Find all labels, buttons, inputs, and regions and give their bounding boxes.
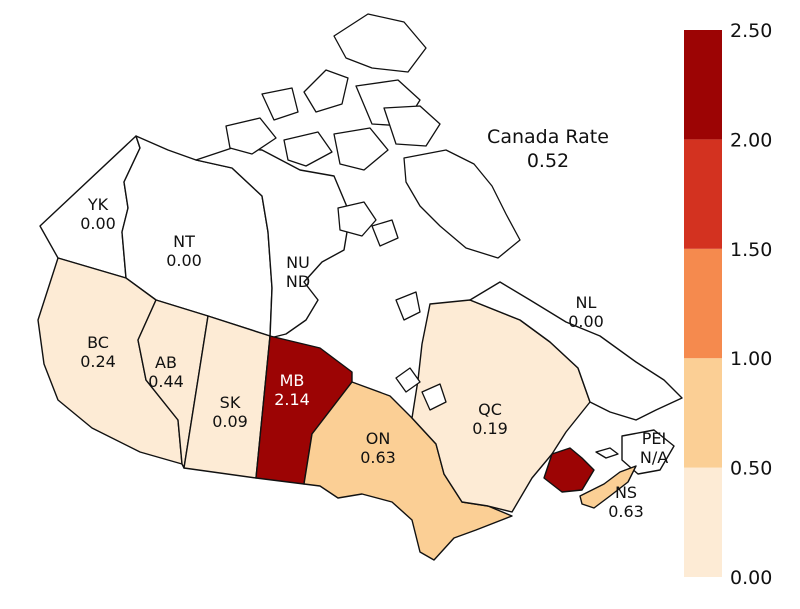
province-nb-shape[interactable] xyxy=(543,447,595,493)
legend: 2.50 2.00 1.50 1.00 0.50 0.00 xyxy=(684,20,772,589)
province-ns-shape[interactable] xyxy=(579,465,637,509)
legend-tick-label: 0.00 xyxy=(730,567,772,589)
legend-swatch-2 xyxy=(684,248,722,359)
province-label-mb-value: 2.14 xyxy=(274,390,310,409)
province-label-bc-code: BC xyxy=(87,333,109,352)
legend-tick-label: 0.50 xyxy=(730,458,772,480)
province-nl-shape[interactable] xyxy=(469,281,683,475)
legend-swatch-4 xyxy=(684,30,722,140)
province-label-ab-value: 0.44 xyxy=(148,372,184,391)
national-rate-value: 0.52 xyxy=(527,150,569,172)
province-label-qc-code: QC xyxy=(478,400,502,419)
province-label-nt-code: NT xyxy=(173,232,195,251)
legend-swatch-1 xyxy=(684,358,722,468)
province-label-ns-code: NS xyxy=(615,483,637,502)
province-label-sk-value: 0.09 xyxy=(212,412,248,431)
province-label-ns-value: 0.63 xyxy=(608,502,644,521)
province-label-ab-code: AB xyxy=(155,353,177,372)
province-label-nl-code: NL xyxy=(576,293,597,312)
province-label-pei-code: PEI xyxy=(642,429,666,448)
arctic-islands xyxy=(225,13,521,411)
province-label-on-code: ON xyxy=(366,429,391,448)
legend-tick-label: 2.00 xyxy=(730,129,772,151)
province-label-pei-value: N/A xyxy=(640,448,668,467)
provinces-layer xyxy=(37,135,683,561)
province-nu-shape[interactable] xyxy=(195,147,351,339)
province-pei-shape[interactable] xyxy=(595,447,619,459)
province-label-nt-value: 0.00 xyxy=(166,251,202,270)
province-label-bc-value: 0.24 xyxy=(80,352,116,371)
province-label-on-value: 0.63 xyxy=(360,448,396,467)
legend-tick-label: 1.00 xyxy=(730,348,772,370)
national-rate: Canada Rate 0.52 xyxy=(487,126,609,172)
province-label-qc-value: 0.19 xyxy=(472,419,508,438)
legend-swatch-0 xyxy=(684,467,722,577)
legend-tick-label: 1.50 xyxy=(730,239,772,261)
province-label-sk-code: SK xyxy=(220,393,241,412)
province-label-yk-code: YK xyxy=(87,195,109,214)
province-label-nu-code: NU xyxy=(286,253,310,272)
province-label-nb-code: NB xyxy=(549,503,572,522)
province-label-yk-value: 0.00 xyxy=(80,214,116,233)
national-rate-label: Canada Rate xyxy=(487,126,609,148)
legend-swatches xyxy=(684,30,722,577)
legend-swatch-3 xyxy=(684,139,722,249)
province-qc-shape[interactable] xyxy=(411,299,591,513)
province-label-nb-value: 2.08 xyxy=(542,522,578,541)
province-label-mb-code: MB xyxy=(280,371,305,390)
legend-tick-label: 2.50 xyxy=(730,20,772,42)
province-label-nu-value: ND xyxy=(286,272,310,291)
province-label-nl-value: 0.00 xyxy=(568,312,604,331)
legend-ticks: 2.50 2.00 1.50 1.00 0.50 0.00 xyxy=(730,20,772,589)
